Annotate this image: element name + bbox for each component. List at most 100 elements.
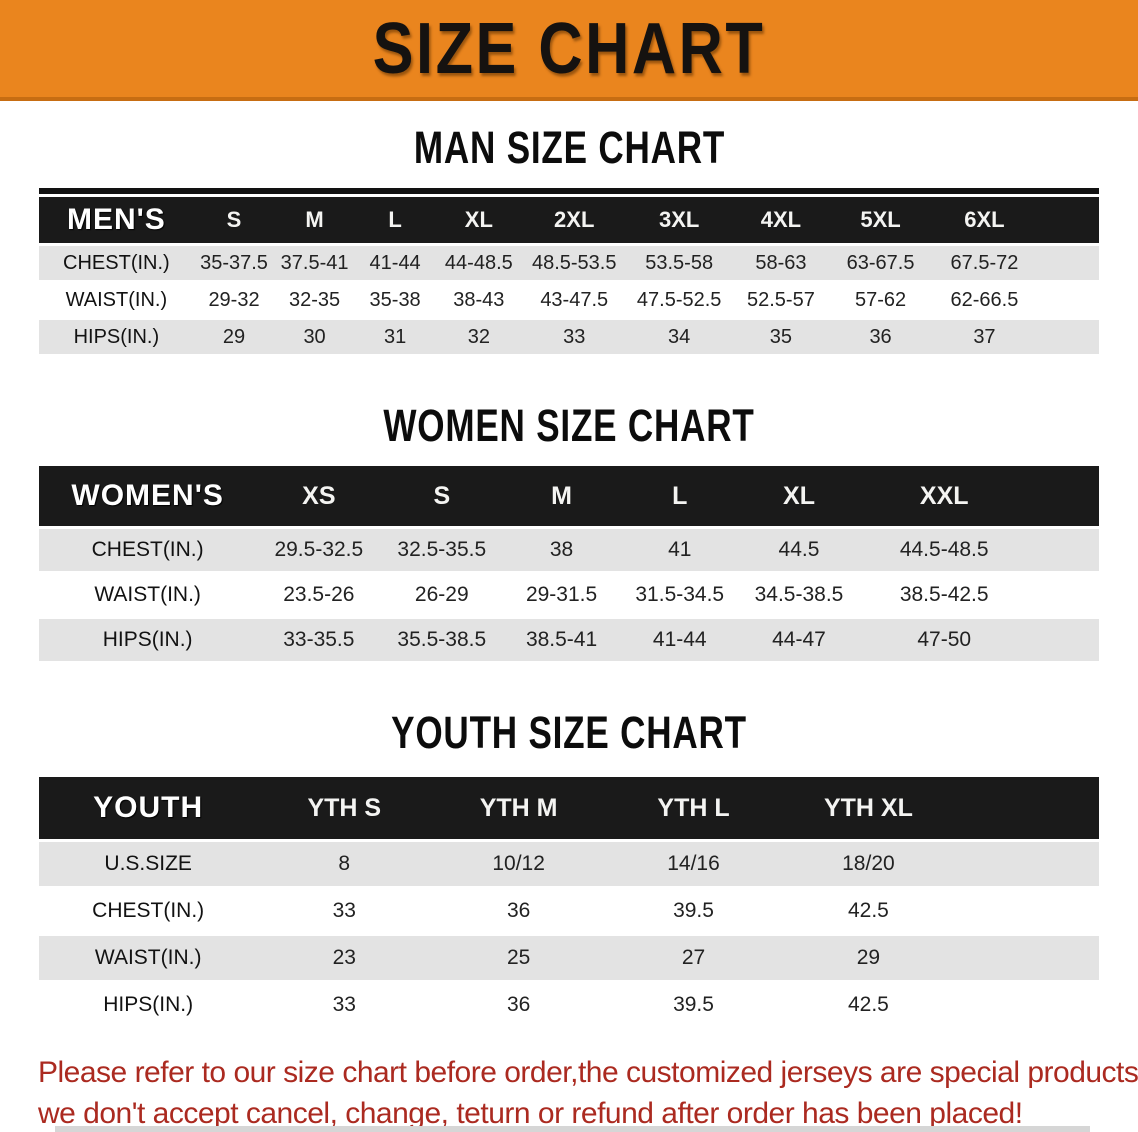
men-size-table-wrap: MEN'S S M L XL 2XL 3XL 4XL 5XL 6XL CHEST… — [39, 188, 1099, 357]
table-row: WAIST(IN.) 23 25 27 29 — [39, 936, 1099, 980]
filler-cell — [955, 842, 1099, 886]
men-header-row: MEN'S S M L XL 2XL 3XL 4XL 5XL 6XL — [39, 197, 1099, 243]
table-cell: 33 — [522, 320, 627, 354]
table-cell: 30 — [274, 320, 355, 354]
table-cell: 8 — [257, 842, 432, 886]
table-row: CHEST(IN.) 35-37.5 37.5-41 41-44 44-48.5… — [39, 246, 1099, 280]
table-cell: 38.5-41 — [502, 619, 621, 661]
column-header: 6XL — [931, 197, 1038, 243]
table-cell: 31 — [354, 320, 436, 354]
table-cell: 41-44 — [620, 619, 739, 661]
men-section-heading-text: MAN SIZE CHART — [413, 122, 725, 173]
table-cell: 35-37.5 — [193, 246, 275, 280]
filler-cell — [1029, 574, 1099, 616]
column-header: XXL — [859, 466, 1029, 526]
filler-cell — [1029, 619, 1099, 661]
women-size-table: WOMEN'S XS S M L XL XXL CHEST(IN.) 29.5-… — [39, 463, 1099, 664]
column-header: 2XL — [522, 197, 627, 243]
column-header: L — [354, 197, 436, 243]
table-cell: 38 — [502, 529, 621, 571]
table-cell: 32 — [435, 320, 523, 354]
row-label: HIPS(IN.) — [39, 320, 194, 354]
women-section-heading: WOMEN SIZE CHART — [0, 401, 1138, 451]
women-section-heading-text: WOMEN SIZE CHART — [383, 400, 755, 451]
column-header: YTH XL — [780, 777, 956, 839]
youth-section-heading: YOUTH SIZE CHART — [0, 708, 1138, 758]
youth-header-row: YOUTH YTH S YTH M YTH L YTH XL — [39, 777, 1099, 839]
youth-size-table: YOUTH YTH S YTH M YTH L YTH XL U.S.SIZE … — [39, 774, 1099, 1030]
men-section-heading: MAN SIZE CHART — [0, 123, 1138, 173]
women-size-table-wrap: WOMEN'S XS S M L XL XXL CHEST(IN.) 29.5-… — [39, 463, 1099, 664]
column-header: 3XL — [626, 197, 733, 243]
table-cell: 29-32 — [193, 283, 275, 317]
disclaimer-line1: Please refer to our size chart before or… — [38, 1056, 1138, 1089]
table-cell: 36 — [431, 983, 607, 1027]
disclaimer-line2: we don't accept cancel, change, teturn o… — [38, 1097, 1023, 1130]
column-header: M — [502, 466, 621, 526]
row-label: WAIST(IN.) — [39, 936, 258, 980]
filler-cell — [1037, 320, 1099, 354]
filler-cell — [1029, 529, 1099, 571]
youth-size-table-wrap: YOUTH YTH S YTH M YTH L YTH XL U.S.SIZE … — [39, 774, 1099, 1030]
table-cell: 37.5-41 — [274, 246, 355, 280]
table-cell: 62-66.5 — [931, 283, 1038, 317]
table-row: WAIST(IN.) 29-32 32-35 35-38 38-43 43-47… — [39, 283, 1099, 317]
column-header: YTH L — [606, 777, 781, 839]
row-label: HIPS(IN.) — [39, 983, 258, 1027]
table-cell: 57-62 — [829, 283, 932, 317]
table-cell: 41-44 — [354, 246, 436, 280]
filler-cell — [1037, 246, 1099, 280]
table-cell: 23 — [257, 936, 432, 980]
column-header: L — [620, 466, 739, 526]
table-row: HIPS(IN.) 33-35.5 35.5-38.5 38.5-41 41-4… — [39, 619, 1099, 661]
table-cell: 29.5-32.5 — [256, 529, 382, 571]
table-cell: 67.5-72 — [931, 246, 1038, 280]
bottom-edge-strip — [55, 1126, 1090, 1132]
filler-cell — [955, 889, 1099, 933]
table-cell: 32.5-35.5 — [381, 529, 503, 571]
banner: SIZE CHART — [0, 0, 1138, 101]
table-cell: 53.5-58 — [626, 246, 733, 280]
column-header: 4XL — [732, 197, 830, 243]
column-header: M — [274, 197, 355, 243]
table-row: HIPS(IN.) 29 30 31 32 33 34 35 36 37 — [39, 320, 1099, 354]
table-row: U.S.SIZE 8 10/12 14/16 18/20 — [39, 842, 1099, 886]
table-cell: 26-29 — [381, 574, 503, 616]
table-cell: 32-35 — [274, 283, 355, 317]
table-cell: 58-63 — [732, 246, 830, 280]
table-cell: 44.5 — [738, 529, 860, 571]
table-cell: 44-47 — [738, 619, 860, 661]
table-row: CHEST(IN.) 33 36 39.5 42.5 — [39, 889, 1099, 933]
table-cell: 43-47.5 — [522, 283, 627, 317]
row-label: WAIST(IN.) — [39, 574, 257, 616]
row-label: U.S.SIZE — [39, 842, 258, 886]
filler-cell — [955, 983, 1099, 1027]
table-cell: 38.5-42.5 — [859, 574, 1029, 616]
column-header: YTH S — [257, 777, 432, 839]
table-cell: 36 — [829, 320, 932, 354]
column-header: XL — [435, 197, 523, 243]
table-cell: 42.5 — [780, 983, 956, 1027]
banner-title: SIZE CHART — [372, 8, 766, 89]
table-cell: 47-50 — [859, 619, 1029, 661]
table-cell: 33-35.5 — [256, 619, 382, 661]
table-row: HIPS(IN.) 33 36 39.5 42.5 — [39, 983, 1099, 1027]
table-cell: 14/16 — [606, 842, 781, 886]
table-cell: 18/20 — [780, 842, 956, 886]
table-cell: 52.5-57 — [732, 283, 830, 317]
table-cell: 31.5-34.5 — [620, 574, 739, 616]
men-group-label: MEN'S — [39, 197, 194, 243]
table-cell: 10/12 — [431, 842, 607, 886]
table-cell: 42.5 — [780, 889, 956, 933]
filler-cell — [955, 777, 1099, 839]
row-label: CHEST(IN.) — [39, 889, 258, 933]
filler-cell — [1037, 283, 1099, 317]
women-header-row: WOMEN'S XS S M L XL XXL — [39, 466, 1099, 526]
table-cell: 35 — [732, 320, 830, 354]
youth-group-label: YOUTH — [39, 777, 258, 839]
table-cell: 25 — [431, 936, 607, 980]
youth-section-heading-text: YOUTH SIZE CHART — [391, 707, 747, 758]
table-cell: 63-67.5 — [829, 246, 932, 280]
table-cell: 34.5-38.5 — [738, 574, 860, 616]
